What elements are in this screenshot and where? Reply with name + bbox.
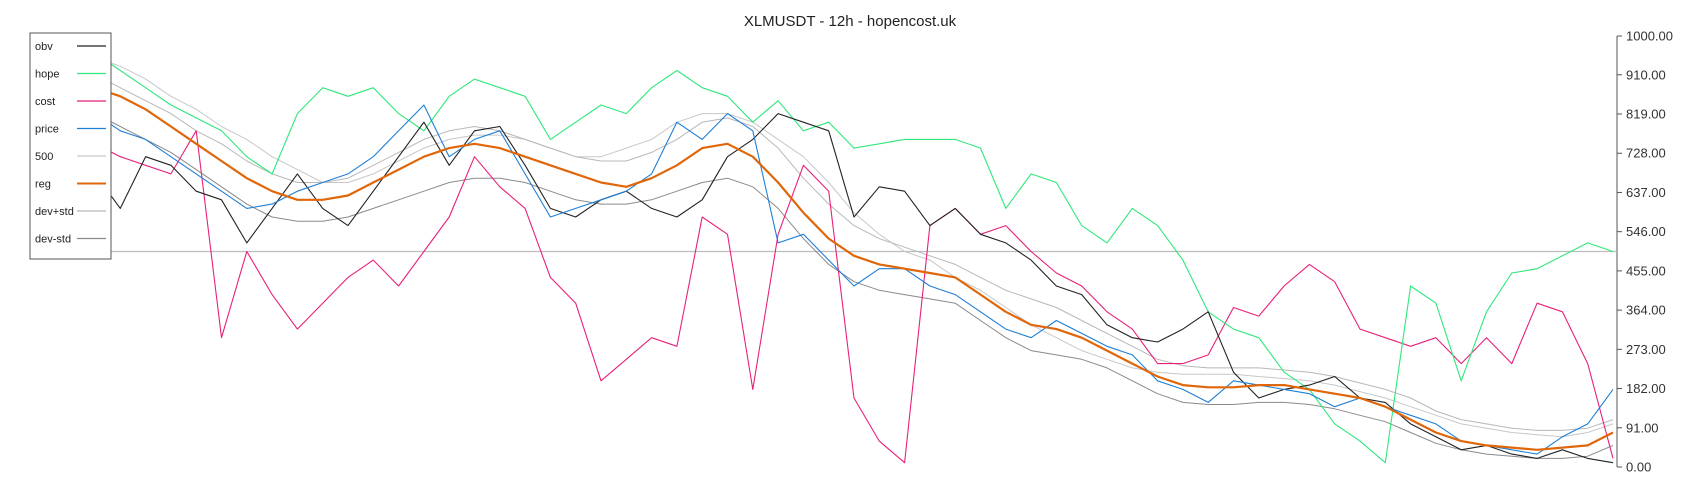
y-tick-label: 1000.00 bbox=[1626, 29, 1673, 44]
y-tick-label: 637.00 bbox=[1626, 185, 1666, 200]
legend-label: dev-std bbox=[35, 234, 71, 246]
legend-box bbox=[29, 32, 112, 260]
y-tick-label: 546.00 bbox=[1626, 224, 1666, 239]
legend-label: cost bbox=[35, 96, 55, 108]
series-line-dev-std bbox=[94, 74, 1614, 431]
y-tick-label: 91.00 bbox=[1626, 420, 1659, 435]
series-layer bbox=[94, 52, 1614, 464]
y-tick-label: 182.00 bbox=[1626, 381, 1666, 396]
y-tick-label: 0.00 bbox=[1626, 460, 1651, 475]
y-tick-label: 728.00 bbox=[1626, 146, 1666, 161]
legend-label: hope bbox=[35, 69, 59, 81]
series-line-reg bbox=[94, 86, 1614, 451]
legend-label: price bbox=[35, 124, 59, 136]
y-tick-label: 910.00 bbox=[1626, 67, 1666, 82]
series-line-cost bbox=[94, 130, 1614, 464]
y-axis: 0.00 91.00 182.00 273.00 364.00 455.00 546.00 6… bbox=[1616, 29, 1673, 475]
legend-label: reg bbox=[35, 179, 51, 191]
y-tick-label: 273.00 bbox=[1626, 342, 1666, 357]
y-tick-label: 364.00 bbox=[1626, 303, 1666, 318]
y-tick-label: 455.00 bbox=[1626, 263, 1666, 278]
series-line-hope bbox=[94, 52, 1614, 464]
series-line-500 bbox=[94, 57, 1614, 438]
legend: obv hope cost price 500 reg dev+std dev-std bbox=[29, 32, 112, 260]
legend-label: obv bbox=[35, 41, 53, 53]
legend-label: 500 bbox=[35, 151, 53, 163]
series-line-obv bbox=[94, 113, 1614, 464]
series-line-dev-std bbox=[94, 113, 1614, 459]
chart-title: XLMUSDT - 12h - hopencost.uk bbox=[744, 13, 957, 30]
y-tick-label: 819.00 bbox=[1626, 107, 1666, 122]
series-line-price bbox=[94, 104, 1614, 455]
legend-label: dev+std bbox=[35, 206, 74, 218]
